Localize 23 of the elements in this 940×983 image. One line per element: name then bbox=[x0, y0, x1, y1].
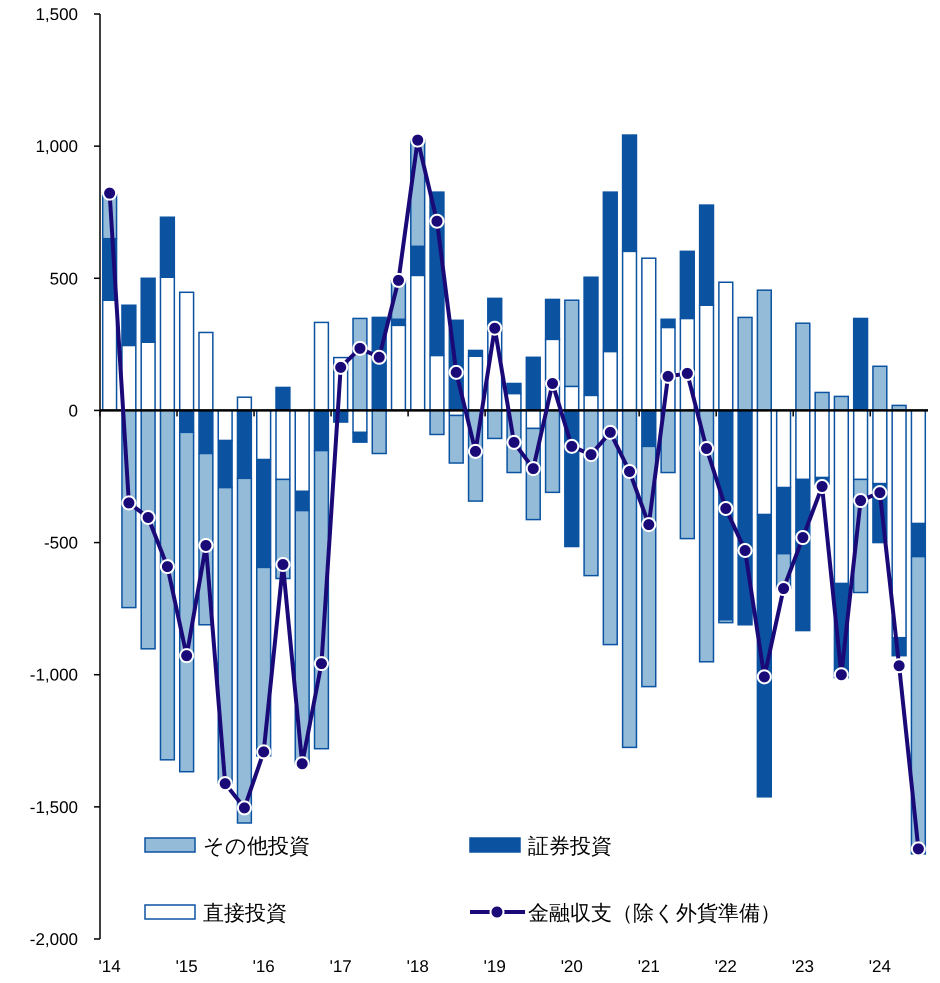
legend-label: 直接投資 bbox=[203, 902, 287, 925]
x-tick-label: '19 bbox=[484, 957, 506, 976]
x-tick-label: '17 bbox=[330, 957, 352, 976]
x-tick-label: '20 bbox=[560, 957, 583, 976]
legend-label: その他投資 bbox=[203, 835, 310, 858]
y-tick-label: -1,500 bbox=[30, 798, 78, 817]
y-tick-label: -500 bbox=[44, 534, 78, 553]
legend-label: 証券投資 bbox=[528, 835, 612, 858]
y-tick-label: 0 bbox=[68, 401, 78, 420]
y-tick-label: -1,000 bbox=[30, 666, 78, 685]
x-tick-label: '15 bbox=[176, 957, 198, 976]
y-tick-label: 1,500 bbox=[35, 5, 78, 24]
x-tick-label: '23 bbox=[792, 957, 814, 976]
y-tick-label: 1,000 bbox=[35, 137, 78, 156]
y-tick-label: -2,000 bbox=[30, 930, 78, 949]
y-tick-label: 500 bbox=[50, 269, 78, 288]
x-tick-label: '21 bbox=[638, 957, 660, 976]
x-tick-label: '24 bbox=[868, 957, 891, 976]
x-tick-label: '18 bbox=[406, 957, 429, 976]
x-tick-label: '22 bbox=[714, 957, 737, 976]
x-tick-label: '14 bbox=[98, 957, 121, 976]
legend-label: 金融収支（除く外貨準備） bbox=[528, 902, 781, 925]
x-tick-label: '16 bbox=[252, 957, 275, 976]
